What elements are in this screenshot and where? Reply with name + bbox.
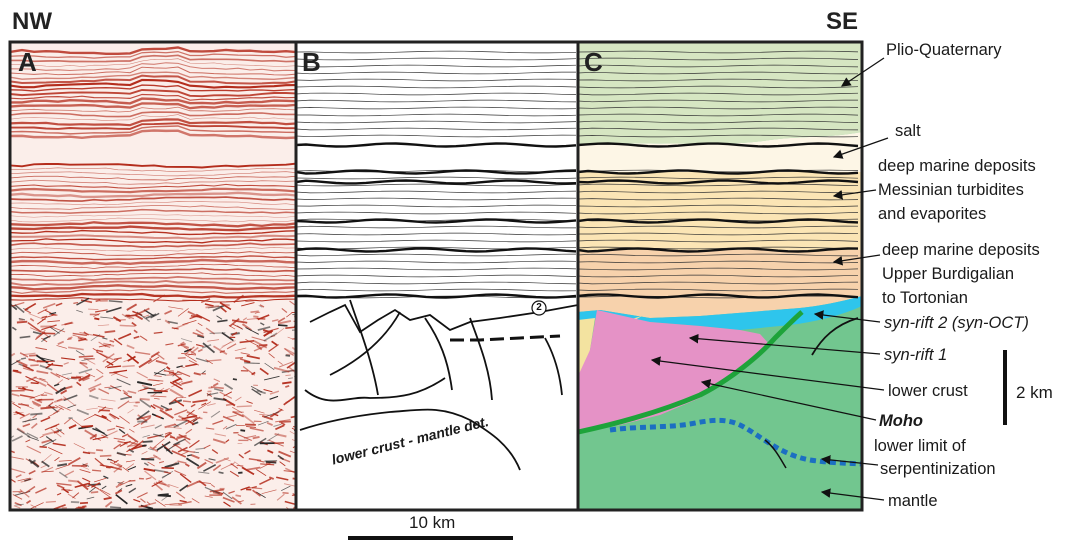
legend-lower-crust: lower crust bbox=[888, 381, 968, 401]
legend-syn-rift-2: syn-rift 2 (syn-OCT) bbox=[884, 313, 1029, 333]
seismic-noise-stroke bbox=[61, 490, 70, 491]
seismic-noise-stroke bbox=[154, 391, 168, 392]
seismic-noise-stroke bbox=[233, 379, 237, 380]
messinian-unit bbox=[578, 172, 862, 250]
seismic-noise-stroke bbox=[282, 382, 291, 383]
seismic-noise-stroke bbox=[110, 507, 121, 508]
seismic-noise-stroke bbox=[129, 481, 136, 482]
seismic-noise-stroke bbox=[140, 399, 150, 400]
seismic-noise-stroke bbox=[82, 506, 86, 507]
seismic-noise-stroke bbox=[96, 450, 103, 451]
seismic-noise-stroke bbox=[99, 410, 110, 411]
seismic-noise-stroke bbox=[80, 503, 88, 504]
seismic-noise-stroke bbox=[105, 331, 116, 332]
seismic-noise-stroke bbox=[81, 426, 93, 427]
legend-deep-marine-1: deep marine deposits bbox=[878, 156, 1036, 176]
horizontal-scale-label: 10 km bbox=[409, 513, 455, 533]
seismic-noise-stroke bbox=[236, 495, 242, 496]
seismic-noise-stroke bbox=[79, 356, 94, 357]
legend-deep-marine-2: deep marine deposits bbox=[882, 240, 1040, 260]
seismic-noise-stroke bbox=[100, 456, 112, 457]
seismic-noise-stroke bbox=[278, 325, 288, 326]
legend-burdigalian-2: to Tortonian bbox=[882, 288, 968, 308]
panel-letter-c: C bbox=[584, 47, 603, 78]
seismic-noise-stroke bbox=[240, 430, 245, 431]
seismic-noise-stroke bbox=[122, 366, 134, 367]
seismic-noise-stroke bbox=[116, 320, 126, 321]
legend-plio-quaternary: Plio-Quaternary bbox=[886, 40, 1002, 60]
seismic-noise-stroke bbox=[285, 375, 290, 376]
seismic-noise-stroke bbox=[251, 311, 259, 312]
vertical-scale-label: 2 km bbox=[1016, 383, 1053, 403]
legend-serpentinization-1: lower limit of bbox=[874, 436, 966, 456]
nw-label: NW bbox=[12, 8, 52, 36]
seismic-noise-stroke bbox=[162, 468, 174, 469]
seismic-noise-stroke bbox=[219, 472, 224, 473]
seismic-noise-stroke bbox=[94, 318, 99, 319]
seismic-noise-stroke bbox=[76, 507, 86, 508]
marker-number: 2 bbox=[532, 302, 546, 313]
seismic-noise-stroke bbox=[244, 363, 260, 364]
seismic-noise-stroke bbox=[30, 365, 38, 366]
seismic-noise-stroke bbox=[73, 303, 78, 304]
seismic-noise-stroke bbox=[177, 437, 183, 438]
seismic-noise-stroke bbox=[159, 494, 168, 495]
legend-messinian-1: Messinian turbidites bbox=[878, 180, 1024, 200]
seismic-noise-stroke bbox=[13, 370, 18, 371]
seismic-noise-stroke bbox=[68, 481, 77, 482]
seismic-noise-stroke bbox=[40, 447, 47, 448]
seismic-noise-stroke bbox=[21, 358, 26, 359]
seismic-noise-stroke bbox=[142, 445, 146, 446]
legend-serpentinization-2: serpentinization bbox=[880, 459, 996, 479]
legend-salt: salt bbox=[895, 121, 921, 141]
seismic-noise-stroke bbox=[31, 383, 39, 384]
seismic-noise-stroke bbox=[30, 414, 42, 415]
legend-moho: Moho bbox=[879, 411, 923, 431]
seismic-noise-stroke bbox=[237, 406, 252, 407]
panel-c-interpretation bbox=[578, 42, 862, 510]
seismic-noise-stroke bbox=[210, 333, 226, 334]
panel-a-seismic bbox=[10, 42, 307, 518]
seismic-noise-stroke bbox=[266, 462, 277, 463]
se-label: SE bbox=[826, 8, 858, 36]
legend-burdigalian-1: Upper Burdigalian bbox=[882, 264, 1014, 284]
seismic-noise-stroke bbox=[39, 361, 54, 362]
seismic-noise-stroke bbox=[67, 339, 71, 340]
panel-letter-b: B bbox=[302, 47, 321, 78]
seismic-noise-stroke bbox=[183, 401, 191, 402]
seismic-noise-stroke bbox=[253, 316, 258, 317]
seismic-noise-stroke bbox=[139, 506, 148, 507]
seismic-noise-stroke bbox=[279, 422, 291, 423]
seismic-noise-stroke bbox=[92, 470, 101, 471]
seismic-noise-stroke bbox=[46, 502, 56, 503]
panel-letter-a: A bbox=[18, 47, 37, 78]
legend-syn-rift-1: syn-rift 1 bbox=[884, 345, 947, 365]
seismic-noise-stroke bbox=[120, 325, 135, 326]
seismic-noise-stroke bbox=[17, 322, 27, 323]
seismic-noise-stroke bbox=[41, 407, 55, 408]
seismic-noise-stroke bbox=[157, 319, 161, 320]
legend-messinian-2: and evaporites bbox=[878, 204, 986, 224]
seismic-noise-stroke bbox=[141, 459, 154, 460]
seismic-noise-stroke bbox=[91, 492, 98, 493]
seismic-noise-stroke bbox=[253, 437, 260, 438]
legend-mantle: mantle bbox=[888, 491, 938, 511]
seismic-noise-stroke bbox=[143, 441, 153, 442]
